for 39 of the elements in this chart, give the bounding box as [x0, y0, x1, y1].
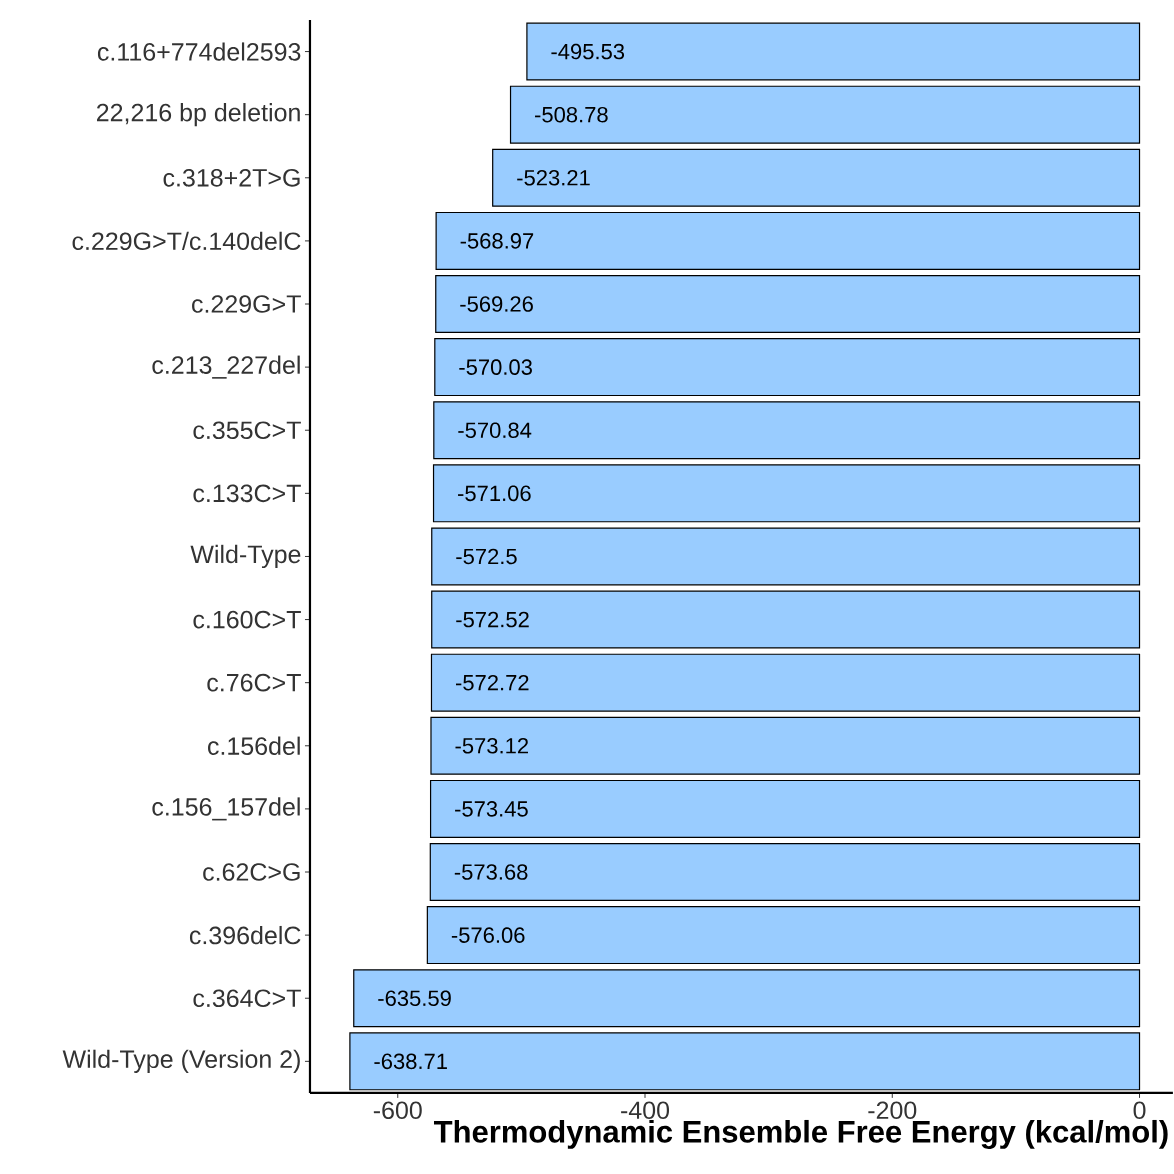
y-tick-label: c.355C>T	[193, 421, 301, 440]
y-tick-label: c.156_157del	[152, 797, 300, 821]
data-label: -576.06	[451, 927, 525, 943]
data-label: -573.45	[455, 801, 528, 817]
x-axis-title: Thermodynamic Ensemble Free Energy (kcal/mol)	[434, 1120, 1168, 1150]
data-label: -508.78	[535, 106, 608, 123]
y-tick-label: c.133C>T	[193, 484, 301, 503]
data-label: -572.72	[455, 674, 529, 691]
y-tick-label: c.364C>T	[193, 989, 301, 1008]
y-tick-label: Wild-Type	[190, 544, 301, 569]
data-label: -635.59	[378, 990, 451, 1007]
y-tick-label: c.213_227del	[152, 355, 300, 379]
data-label: -570.84	[458, 422, 532, 439]
x-tick-label: -400	[621, 1101, 670, 1120]
y-tick-label: c.229G>T	[192, 295, 301, 313]
x-tick-label: -600	[373, 1101, 422, 1120]
y-tick-label: c.229G>T/c.140delC	[72, 231, 301, 251]
x-tick-label: 0	[1133, 1101, 1146, 1120]
y-tick-label: c.396delC	[189, 926, 301, 945]
y-tick-label: c.156del	[208, 736, 300, 756]
y-tick-label: 22,216 bp deletion	[96, 103, 300, 127]
data-label: -568.97	[460, 233, 534, 249]
data-label: -570.03	[459, 359, 532, 375]
y-tick-label: c.318+2T>G	[163, 169, 300, 187]
data-label: -523.21	[517, 170, 590, 186]
data-label: -569.26	[460, 296, 533, 312]
data-label: -573.68	[454, 864, 528, 880]
y-tick-label: Wild-Type (Version 2)	[62, 1049, 300, 1074]
data-label: -638.71	[374, 1053, 447, 1070]
y-tick-label: c.116+774del2593	[97, 42, 301, 61]
data-label: -573.12	[455, 738, 528, 754]
y-tick-label: c.160C>T	[193, 610, 301, 629]
data-label: -572.52	[456, 611, 529, 628]
data-label: -572.5	[456, 548, 517, 565]
x-tick-label: -200	[868, 1101, 917, 1120]
data-label: -571.06	[458, 485, 531, 502]
y-tick-label: c.62C>G	[203, 863, 300, 881]
data-label: -495.53	[551, 43, 625, 60]
y-tick-label: c.76C>T	[207, 673, 301, 692]
